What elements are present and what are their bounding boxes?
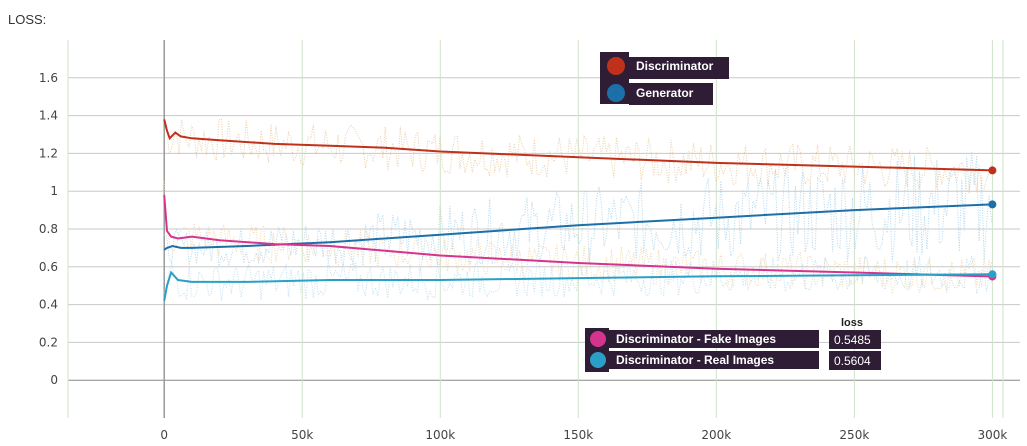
legend-top-bg bbox=[629, 57, 729, 79]
legend-label: Discriminator - Real Images bbox=[616, 353, 774, 367]
legend-marker bbox=[590, 331, 606, 347]
series-line-0 bbox=[163, 119, 993, 172]
y-tick-label: 1 bbox=[50, 184, 58, 198]
legend-bottom-bg bbox=[609, 351, 819, 369]
series-end-point-1 bbox=[988, 200, 997, 209]
series-line-2 bbox=[163, 194, 993, 278]
x-tick-label: 200k bbox=[701, 428, 731, 442]
y-tick-label: 0.2 bbox=[39, 335, 58, 349]
y-tick-label: 1.2 bbox=[39, 146, 58, 160]
y-tick-label: 1.4 bbox=[39, 109, 58, 123]
y-tick-label: 0.8 bbox=[39, 222, 58, 236]
series-line-3 bbox=[163, 270, 993, 301]
series-layer bbox=[163, 119, 997, 301]
value-header: loss bbox=[841, 317, 863, 329]
chart-title: LOSS: bbox=[8, 12, 47, 27]
legend-label: Discriminator - Fake Images bbox=[616, 332, 776, 346]
x-tick-label: 150k bbox=[563, 428, 593, 442]
legend-top-bg bbox=[629, 83, 713, 105]
raw-trace-2 bbox=[163, 181, 993, 294]
y-tick-label: 0 bbox=[50, 373, 58, 387]
legend-label: Generator bbox=[636, 86, 694, 100]
raw-trace-3 bbox=[163, 255, 993, 301]
value-box bbox=[829, 330, 881, 349]
legend-marker bbox=[607, 84, 625, 102]
value-readout: 0.5604 bbox=[834, 354, 871, 368]
x-tick-label: 50k bbox=[291, 428, 313, 442]
legend-label: Discriminator bbox=[636, 59, 714, 73]
legend-top: Discriminator Generator bbox=[600, 52, 729, 105]
legend-bottom-bg bbox=[609, 330, 819, 348]
axis-layer: 0 0.2 0.4 0.6 0.8 1 1.2 1.4 1.6 0 50k 100k 150k 200k 2… bbox=[39, 71, 1007, 442]
legend-bottom: loss Discriminator - Fake Images 0.5485 Dis… bbox=[585, 317, 881, 372]
x-tick-label: 0 bbox=[160, 428, 168, 442]
x-tick-label: 300k bbox=[977, 428, 1007, 442]
y-tick-label: 0.4 bbox=[39, 298, 58, 312]
noise-layer bbox=[163, 118, 993, 301]
y-tick-label: 1.6 bbox=[39, 71, 58, 85]
series-end-point-0 bbox=[988, 166, 997, 175]
x-tick-label: 100k bbox=[425, 428, 455, 442]
series-end-point-3 bbox=[988, 270, 997, 279]
y-tick-label: 0.6 bbox=[39, 260, 58, 274]
value-box bbox=[829, 351, 881, 370]
legend-marker bbox=[607, 57, 625, 75]
x-tick-label: 250k bbox=[839, 428, 869, 442]
legend-marker bbox=[590, 352, 606, 368]
value-readout: 0.5485 bbox=[834, 333, 871, 347]
